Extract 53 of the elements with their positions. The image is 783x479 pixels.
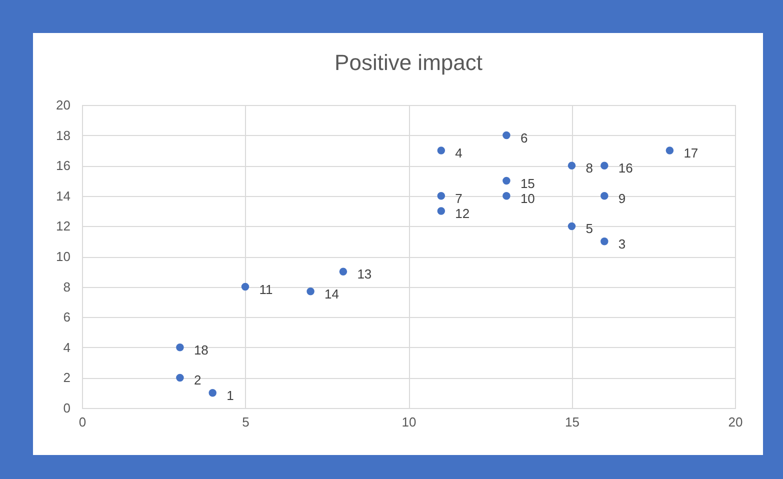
point [437,146,446,154]
point [600,192,608,200]
annotation: 16 [618,160,633,176]
point [502,131,510,140]
y-tick-label: 4 [63,340,70,355]
annotation: 5 [586,221,593,236]
y-tick-label: 18 [56,128,70,143]
y-tick-label: 16 [56,158,70,174]
point [339,268,348,276]
annotation: 18 [194,342,208,358]
annotation: 6 [520,130,528,146]
annotation: 12 [455,206,470,222]
x-tick-label: 5 [242,414,250,430]
point [568,162,576,170]
annotation: 13 [357,266,372,282]
y-tick-label: 12 [56,218,70,234]
y-tick-label: 10 [56,249,70,264]
point [176,374,184,382]
x-tick-label: 0 [78,414,86,430]
annotation: 7 [455,190,462,206]
x-tick-label: 15 [565,414,580,430]
x-tick-label: 20 [728,414,743,430]
y-tick-label: 20 [56,98,70,112]
point [208,388,216,397]
annotation: 11 [259,282,273,297]
annotation: 17 [684,145,698,160]
y-tick-label: 14 [56,188,70,204]
point [600,162,608,170]
point [176,344,184,352]
annotation: 4 [455,145,462,160]
point [306,287,314,296]
annotation: 15 [520,176,535,191]
y-tick-label: 6 [63,310,70,325]
point [241,282,250,291]
chart-title: Positive impact [334,50,482,75]
point [568,222,576,230]
point [666,146,674,154]
annotation: 1 [226,388,234,403]
y-tick-label: 8 [63,279,70,294]
point [437,192,446,200]
point [600,237,608,246]
point [437,207,446,215]
annotation: 3 [618,236,626,252]
annotation: 9 [618,190,626,206]
x-tick-label: 10 [402,414,416,430]
annotation: 14 [324,286,340,302]
point [502,176,510,185]
annotation: 10 [520,190,535,206]
y-tick-label: 2 [63,370,70,386]
y-tick-label: 0 [63,400,70,416]
annotation: 2 [194,372,202,388]
annotation: 8 [586,160,593,176]
point [502,192,510,200]
